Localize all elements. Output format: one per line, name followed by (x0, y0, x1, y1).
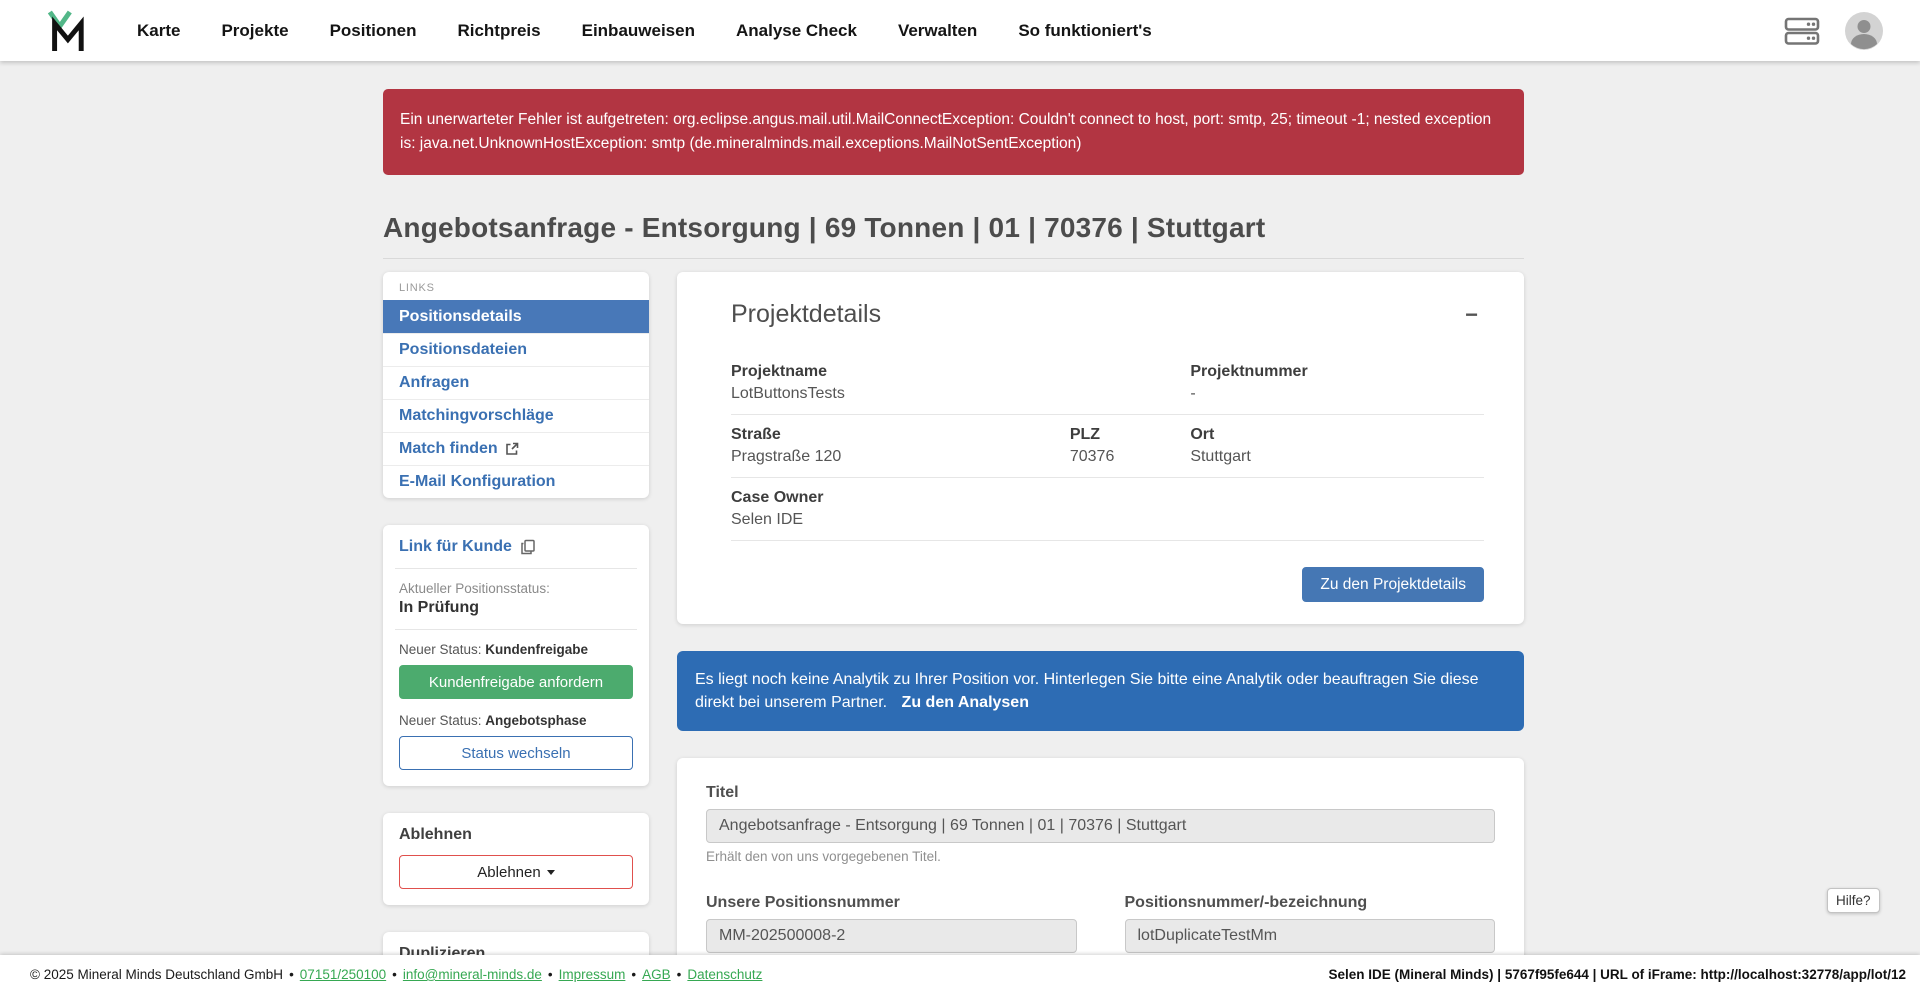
nav-item-karte[interactable]: Karte (137, 20, 181, 40)
field-value-plz: 70376 (1069, 448, 1115, 466)
mineral-minds-logo[interactable] (47, 9, 85, 53)
sidebar-item-label: Positionsdetails (399, 308, 522, 326)
customer-link[interactable]: Link für Kunde (399, 538, 536, 556)
sidebar-item-label: E-Mail Konfiguration (399, 473, 556, 491)
current-status-label: Aktueller Positionsstatus: (399, 581, 550, 597)
field-value-ort: Stuttgart (1190, 448, 1251, 466)
status-card: Link für Kunde Aktueller Positionsstatus… (383, 525, 649, 787)
analytics-banner-text: Es liegt noch keine Analytik zu Ihrer Po… (695, 671, 1479, 712)
request-approval-button[interactable]: Kundenfreigabe anfordern (399, 665, 633, 700)
sidebar-item-positionsdateien[interactable]: Positionsdateien (383, 333, 649, 366)
nav-item-verwalten[interactable]: Verwalten (897, 20, 978, 40)
top-navbar: Karte Projekte Positionen Richtpreis Ein… (0, 0, 1920, 61)
footer-separator: • (631, 967, 637, 982)
footer-link-phone[interactable]: 07151/250100 (299, 967, 387, 982)
content-area: Ein unerwarteter Fehler ist aufgetreten:… (383, 61, 1524, 994)
reject-dropdown-button[interactable]: Ablehnen (399, 855, 633, 890)
caret-down-icon (546, 870, 555, 876)
current-status-value: In Prüfung (399, 599, 479, 617)
footer-link-datenschutz[interactable]: Datenschutz (687, 967, 763, 982)
sidebar-item-anfragen[interactable]: Anfragen (383, 366, 649, 399)
unsere-positionsnummer-label: Unsere Positionsnummer (706, 894, 900, 912)
footer-environment-info: Selen IDE (Mineral Minds) | 5767f95fe644… (1328, 967, 1906, 982)
titel-helper-text: Erhält den von uns vorgegebenen Titel. (706, 849, 941, 865)
links-card-header: LINKS (399, 282, 435, 295)
field-label-projektname: Projektname (731, 363, 828, 381)
new-status-line-angebotsphase: Neuer Status: Angebotsphase (399, 713, 587, 729)
footer-separator: • (289, 967, 294, 982)
field-value-projektname: LotButtonsTests (731, 385, 845, 403)
main-navigation: Karte Projekte Positionen Richtpreis Ein… (137, 21, 1152, 41)
help-button[interactable]: Hilfe? (1827, 888, 1880, 913)
sidebar-item-email-konfiguration[interactable]: E-Mail Konfiguration (383, 465, 649, 498)
analytics-info-banner: Es liegt noch keine Analytik zu Ihrer Po… (677, 651, 1524, 732)
sidebar-item-label: Match finden (399, 440, 498, 458)
customer-link-label: Link für Kunde (399, 538, 512, 556)
field-label-ort: Ort (1190, 426, 1215, 444)
change-status-button[interactable]: Status wechseln (399, 736, 633, 771)
server-status-button[interactable] (1784, 16, 1820, 46)
reject-card: Ablehnen Ablehnen (383, 813, 649, 906)
sidebar-item-label: Positionsdateien (399, 341, 528, 359)
nav-item-analyse-check[interactable]: Analyse Check (735, 20, 857, 40)
divider (395, 629, 637, 631)
field-value-strasse: Pragstraße 120 (731, 448, 842, 466)
sidebar-item-positionsdetails[interactable]: Positionsdetails (383, 300, 649, 334)
divider (395, 568, 637, 570)
field-value-projektnummer: - (1190, 385, 1196, 403)
project-field-row: Case Owner Selen IDE (731, 477, 1484, 542)
project-field-row: Projektname LotButtonsTests Projektnumme… (731, 352, 1484, 414)
error-banner: Ein unerwarteter Fehler ist aufgetreten:… (383, 89, 1524, 176)
footer-link-email[interactable]: info@mineral-minds.de (402, 967, 542, 982)
copy-icon (520, 539, 536, 555)
error-banner-text: Ein unerwarteter Fehler ist aufgetreten:… (400, 111, 1492, 153)
avatar-icon (1844, 11, 1884, 51)
position-form-card: Titel Erhält den von uns vorgegebenen Ti… (677, 758, 1524, 994)
field-label-case-owner: Case Owner (731, 489, 824, 507)
sidebar-item-matchingvorschlaege[interactable]: Matchingvorschläge (383, 399, 649, 432)
footer-separator: • (392, 967, 397, 982)
nav-item-einbauweisen[interactable]: Einbauweisen (581, 20, 695, 40)
sidebar-item-label: Anfragen (399, 374, 470, 392)
positionsnummer-label: Positionsnummer/-bezeichnung (1124, 894, 1368, 912)
footer-link-agb[interactable]: AGB (642, 967, 671, 982)
positionsnummer-input[interactable] (1124, 919, 1495, 954)
server-icon (1784, 16, 1820, 46)
sidebar: LINKS Positionsdetails Positionsdateien … (383, 272, 649, 994)
field-label-strasse: Straße (731, 426, 781, 444)
field-value-case-owner: Selen IDE (731, 511, 804, 529)
titel-input[interactable] (706, 809, 1495, 844)
new-status-line-kundenfreigabe: Neuer Status: Kundenfreigabe (399, 642, 589, 658)
reject-card-title: Ablehnen (399, 826, 472, 844)
footer-separator: • (676, 967, 682, 982)
go-to-analyses-link[interactable]: Zu den Analysen (901, 694, 1029, 712)
footer-separator: • (547, 967, 553, 982)
page-title: Angebotsanfrage - Entsorgung | 69 Tonnen… (383, 212, 1266, 244)
user-menu-button[interactable] (1844, 11, 1884, 51)
footer: © 2025 Mineral Minds Deutschland GmbH • … (0, 955, 1920, 994)
project-details-title: Projektdetails (731, 300, 882, 329)
nav-item-positionen[interactable]: Positionen (329, 20, 417, 40)
sidebar-item-match-finden[interactable]: Match finden (383, 432, 649, 465)
logo-icon (47, 9, 85, 53)
links-card: LINKS Positionsdetails Positionsdateien … (383, 272, 649, 499)
nav-item-so-funktionierts[interactable]: So funktioniert's (1018, 20, 1152, 40)
collapse-card-button[interactable]: − (1459, 300, 1484, 330)
nav-item-projekte[interactable]: Projekte (221, 20, 289, 40)
title-divider (383, 258, 1524, 260)
unsere-positionsnummer-input[interactable] (706, 919, 1077, 954)
main-column: Projektdetails − Projektname LotButtonsT… (677, 272, 1524, 994)
project-details-card: Projektdetails − Projektname LotButtonsT… (677, 272, 1524, 625)
go-to-project-details-button[interactable]: Zu den Projektdetails (1302, 567, 1484, 603)
footer-link-impressum[interactable]: Impressum (558, 967, 626, 982)
nav-item-richtpreis[interactable]: Richtpreis (457, 20, 541, 40)
copyright-text: © 2025 Mineral Minds Deutschland GmbH (30, 967, 284, 982)
field-label-projektnummer: Projektnummer (1190, 363, 1308, 381)
titel-label: Titel (706, 784, 739, 802)
external-link-icon (505, 442, 519, 456)
sidebar-item-label: Matchingvorschläge (399, 407, 554, 425)
field-label-plz: PLZ (1069, 426, 1101, 444)
project-field-row: Straße Pragstraße 120 PLZ 70376 Ort Stut… (731, 414, 1484, 477)
